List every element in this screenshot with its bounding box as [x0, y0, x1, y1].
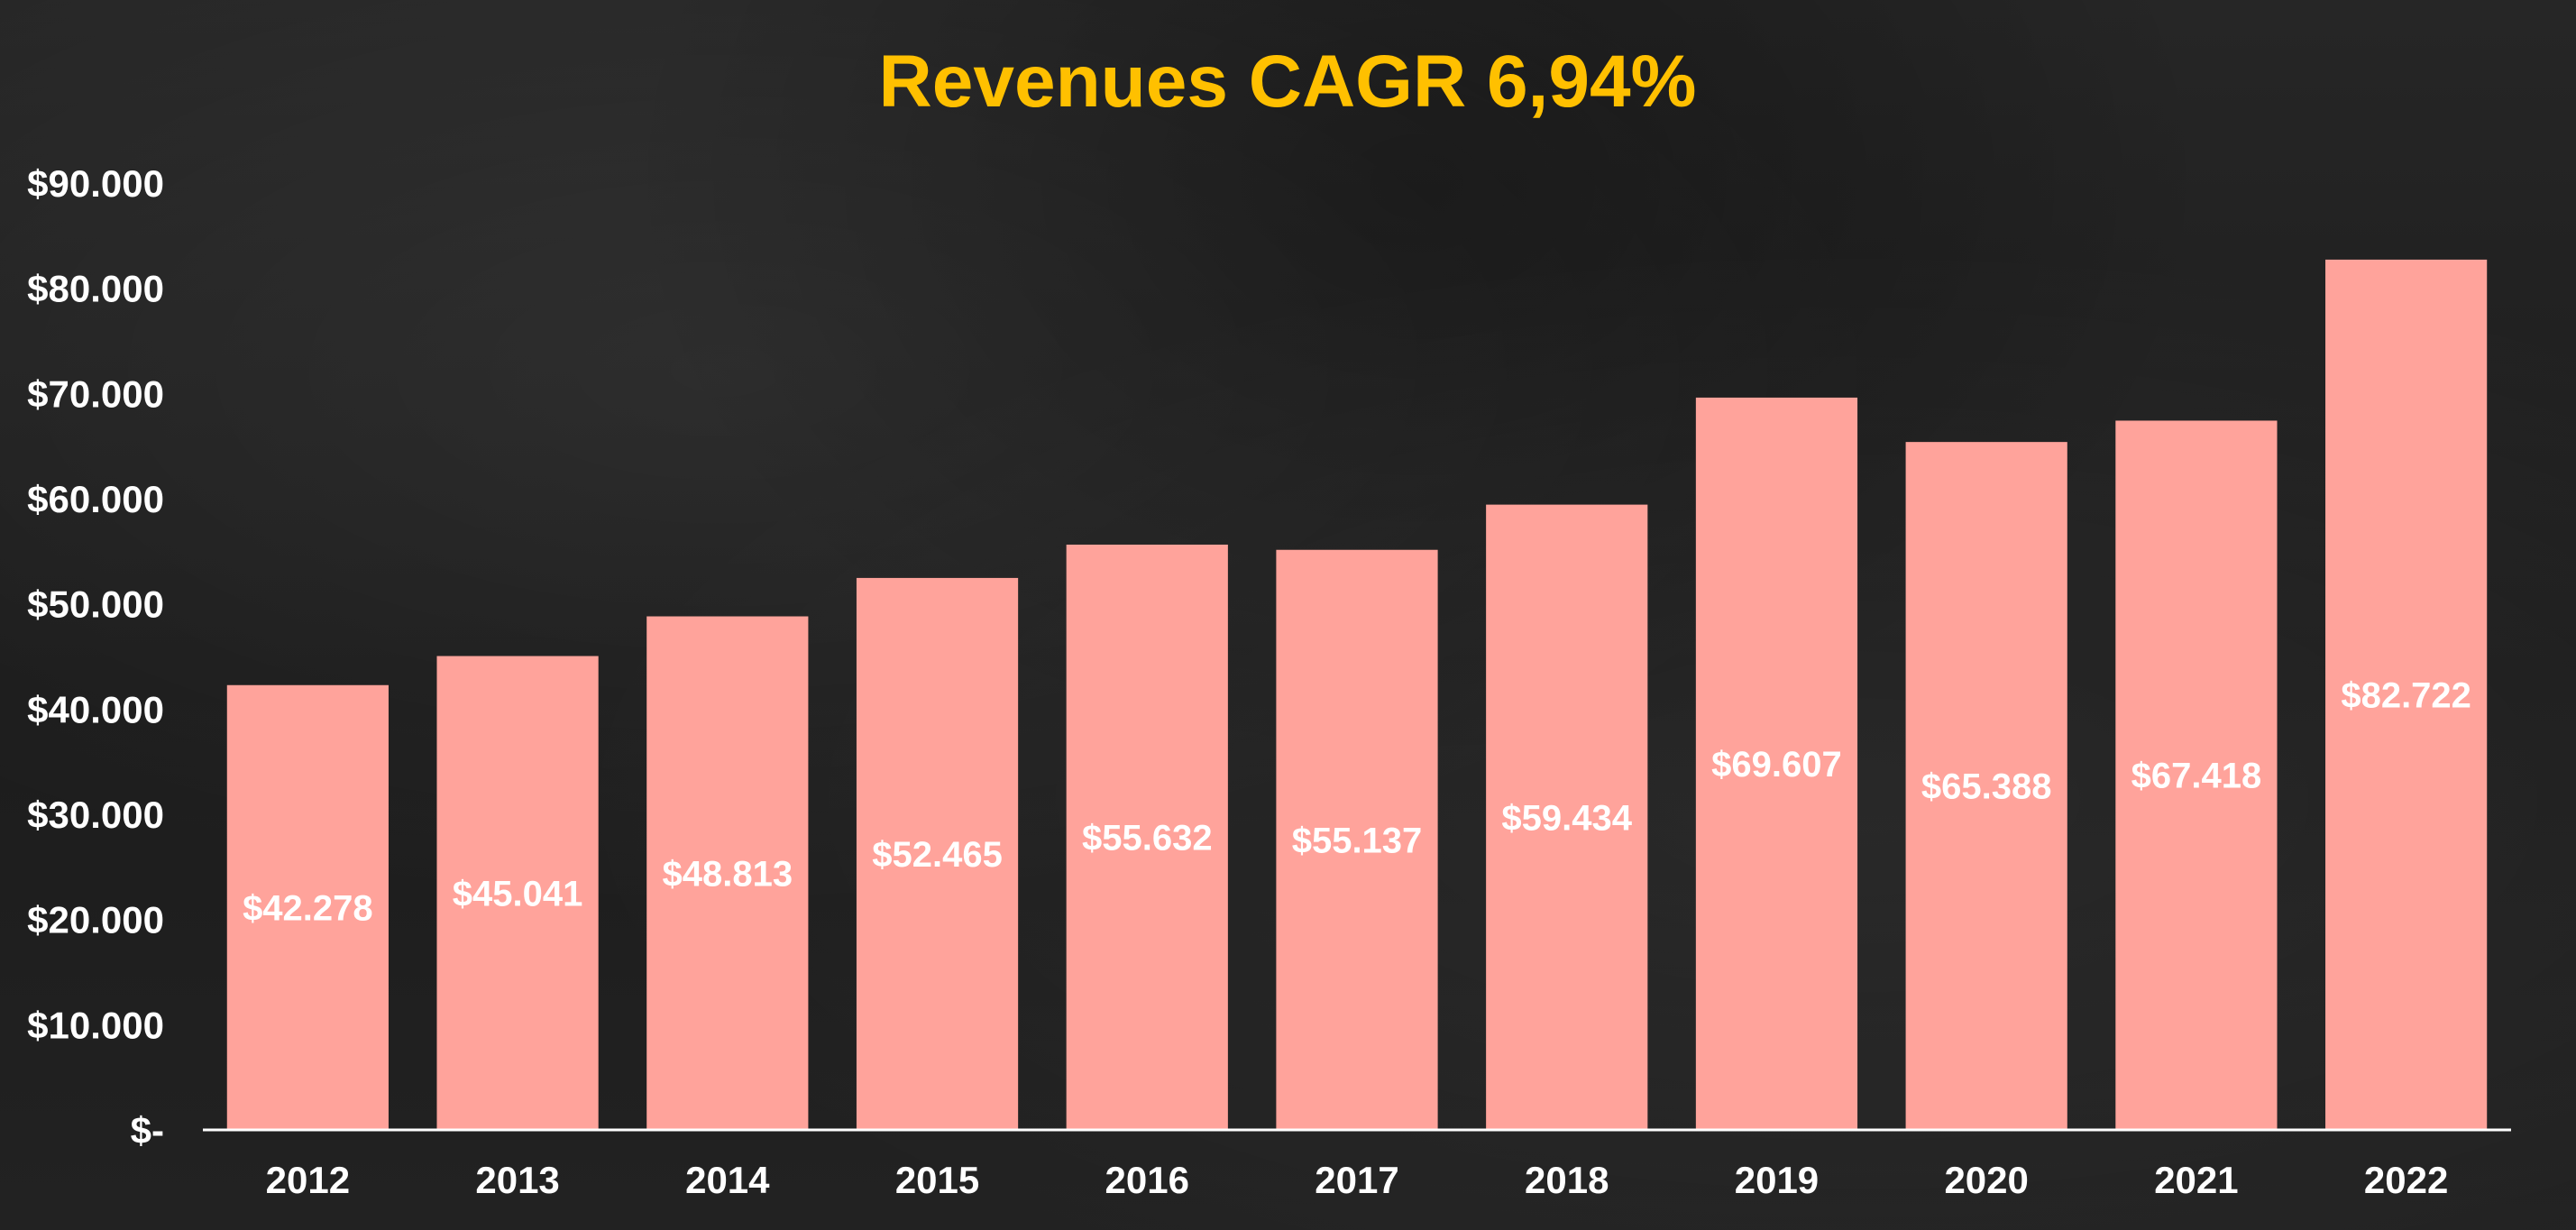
y-tick-label: $80.000 [27, 268, 164, 310]
x-axis-tick-labels: 2012 2013 2014 2015 2016 2017 2018 2019 2020 2021… [266, 1159, 2449, 1201]
x-tick-label: 2021 [2154, 1159, 2238, 1201]
y-tick-label: $- [131, 1109, 164, 1152]
data-label: $45.041 [453, 874, 583, 913]
bar [1695, 397, 1858, 1130]
bar [1905, 442, 2067, 1130]
x-tick-label: 2018 [1525, 1159, 1609, 1201]
bar [226, 684, 389, 1130]
bar [2115, 420, 2278, 1130]
bar [646, 616, 809, 1130]
x-tick-label: 2022 [2364, 1159, 2448, 1201]
data-label: $65.388 [1921, 767, 2052, 807]
data-label: $69.607 [1711, 745, 1842, 785]
y-tick-label: $30.000 [27, 794, 164, 836]
y-tick-label: $90.000 [27, 162, 164, 205]
y-tick-label: $60.000 [27, 478, 164, 520]
x-tick-label: 2012 [266, 1159, 350, 1201]
x-tick-label: 2017 [1315, 1159, 1398, 1201]
y-axis-tick-labels: $- $10.000 $20.000 $30.000 $40.000 $50.000 $60… [27, 162, 164, 1152]
bar [856, 577, 1019, 1130]
data-label: $55.137 [1292, 821, 1423, 860]
x-tick-label: 2016 [1105, 1159, 1189, 1201]
data-label: $48.813 [663, 854, 793, 894]
y-tick-label: $20.000 [27, 899, 164, 941]
x-tick-label: 2013 [475, 1159, 559, 1201]
bar-series [226, 259, 2488, 1130]
data-label: $67.418 [2131, 757, 2262, 796]
bar [1486, 504, 1648, 1130]
data-label: $55.632 [1082, 818, 1213, 858]
y-tick-label: $50.000 [27, 583, 164, 626]
x-tick-label: 2015 [895, 1159, 979, 1201]
bar [1276, 549, 1438, 1130]
data-labels: $42.278 $45.041 $48.813 $52.465 $55.632 $55.1… [243, 675, 2471, 928]
y-tick-label: $40.000 [27, 688, 164, 730]
bar [1066, 544, 1228, 1130]
data-label: $42.278 [243, 888, 373, 928]
y-tick-label: $10.000 [27, 1004, 164, 1046]
x-tick-label: 2020 [1944, 1159, 2028, 1201]
data-label: $59.434 [1501, 798, 1632, 838]
x-tick-label: 2019 [1735, 1159, 1819, 1201]
data-label: $82.722 [2341, 675, 2471, 715]
bar [2325, 259, 2488, 1130]
data-label: $52.465 [872, 835, 1003, 875]
chart-title: Revenues CAGR 6,94% [879, 41, 1697, 123]
y-tick-label: $70.000 [27, 372, 164, 415]
x-tick-label: 2014 [685, 1159, 770, 1201]
bar [436, 656, 599, 1130]
